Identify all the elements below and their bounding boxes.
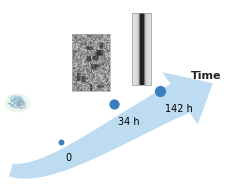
Text: Time: Time <box>191 71 221 81</box>
Polygon shape <box>9 72 213 179</box>
Ellipse shape <box>4 94 31 112</box>
Text: 34 h: 34 h <box>118 117 140 127</box>
Text: 142 h: 142 h <box>165 104 192 114</box>
Bar <box>72 34 110 91</box>
Point <box>158 89 162 92</box>
Bar <box>132 13 151 85</box>
Point <box>112 102 116 105</box>
Text: 0: 0 <box>66 153 72 163</box>
Point <box>60 140 63 143</box>
